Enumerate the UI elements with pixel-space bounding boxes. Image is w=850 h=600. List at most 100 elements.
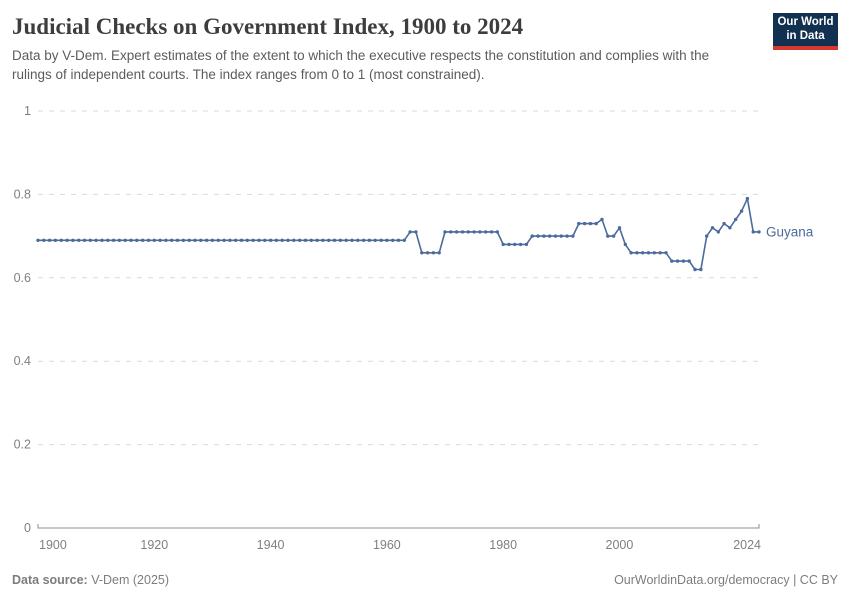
data-point [716,230,720,234]
data-point [286,238,290,242]
data-point [129,238,133,242]
data-point [559,234,563,238]
data-point [117,238,122,242]
data-point [141,238,145,242]
data-point [257,238,261,242]
owid-logo-line2: in Data [786,29,825,42]
data-point [675,259,680,263]
data-point [106,238,110,242]
data-point [635,251,639,255]
data-point [263,238,267,242]
data-point [722,221,726,226]
x-tick-label: 2000 [606,538,634,552]
data-point [594,221,598,226]
series-line [37,197,760,271]
data-point [460,230,465,234]
data-point [652,251,656,255]
data-point [356,238,360,242]
data-point [175,238,180,242]
data-point [542,234,546,238]
data-point [705,234,709,238]
y-gridlines [38,110,759,446]
data-point [687,259,691,263]
data-point [77,238,81,242]
data-point [152,238,156,242]
data-point [699,267,703,272]
data-point [210,238,215,242]
data-point [135,238,139,242]
data-point [507,242,511,247]
data-source: Data source: V-Dem (2025) [12,573,169,587]
data-point [745,196,750,201]
data-point [53,238,58,242]
data-point [187,238,191,242]
data-point [292,238,296,242]
data-point [623,242,627,247]
data-point [565,234,569,238]
owid-logo-line1: Our World [777,15,834,28]
chart-footer: Data source: V-Dem (2025) OurWorldinData… [12,573,838,587]
data-point [379,238,383,242]
data-point [222,238,226,242]
data-point [553,234,558,238]
data-point [588,221,593,226]
data-point [361,238,366,242]
y-tick-label: 0.8 [14,187,31,201]
x-tick-label: 1980 [489,538,517,552]
data-point [443,230,447,234]
data-point [472,230,476,234]
y-tick-label: 0.6 [14,271,31,285]
x-tick-label: 1920 [140,538,168,552]
data-point [181,238,186,242]
data-point [548,234,552,238]
data-point [658,251,662,255]
data-point [606,234,610,238]
data-point [611,234,616,238]
data-point [646,251,651,255]
data-point [268,238,273,242]
data-point [350,238,354,242]
data-point [693,267,697,272]
data-point [449,230,453,234]
data-point [478,230,482,234]
y-tick-label: 0.2 [14,438,31,452]
data-point [146,238,151,242]
data-point [47,238,52,242]
data-point [495,230,499,234]
data-point [216,238,220,242]
x-tick-label: 1900 [39,538,67,552]
data-point [228,238,232,242]
data-point [600,217,604,222]
data-point [315,238,319,242]
data-point [739,209,744,213]
data-point [582,221,587,226]
data-point [425,251,430,255]
data-point [664,251,668,255]
data-point [629,251,633,255]
data-point [373,238,377,242]
data-point [274,238,279,242]
data-point [111,238,116,242]
y-tick-labels: 0 0.2 0.4 0.6 0.8 1 [14,104,31,535]
data-point [728,226,732,230]
data-point [466,230,470,234]
data-point [734,217,738,222]
data-point [251,238,255,242]
data-point [484,230,488,234]
data-point [396,238,401,242]
data-point [94,238,98,242]
data-point [513,242,517,247]
data-point [123,238,127,242]
y-tick-label: 1 [24,104,31,118]
owid-attribution-link[interactable]: OurWorldinData.org/democracy | CC BY [614,573,838,587]
data-point [751,230,755,234]
data-point [239,238,244,242]
x-tick-label: 1960 [373,538,401,552]
data-point [489,230,494,234]
data-point [327,238,331,242]
data-point [524,242,529,247]
data-point [204,238,209,242]
data-point [344,238,348,242]
data-point [88,238,93,242]
